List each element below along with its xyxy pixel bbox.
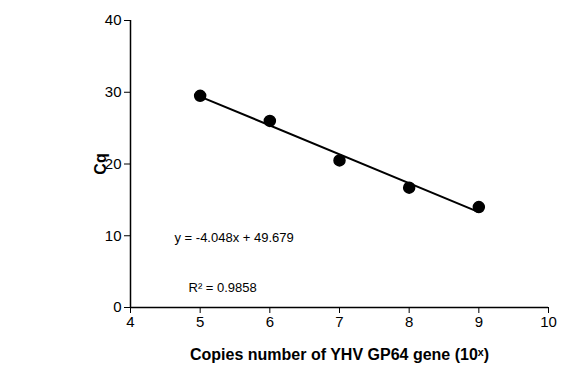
svg-text:30: 30 — [105, 83, 122, 100]
svg-text:9: 9 — [475, 313, 483, 330]
svg-text:10: 10 — [540, 313, 557, 330]
svg-text:10: 10 — [105, 227, 122, 244]
svg-text:8: 8 — [405, 313, 413, 330]
svg-text:5: 5 — [196, 313, 204, 330]
svg-text:7: 7 — [335, 313, 343, 330]
svg-text:0: 0 — [113, 298, 121, 315]
svg-text:R² = 0.9858: R² = 0.9858 — [189, 280, 257, 295]
svg-text:4: 4 — [126, 313, 134, 330]
svg-text:Copies number of YHV GP64 gene: Copies number of YHV GP64 gene (10ˣ) — [190, 346, 489, 363]
svg-text:6: 6 — [266, 313, 274, 330]
svg-text:40: 40 — [105, 11, 122, 28]
svg-text:y = -4.048x + 49.679: y = -4.048x + 49.679 — [175, 230, 294, 245]
svg-text:20: 20 — [104, 154, 122, 172]
svg-text:Cq: Cq — [92, 153, 109, 174]
